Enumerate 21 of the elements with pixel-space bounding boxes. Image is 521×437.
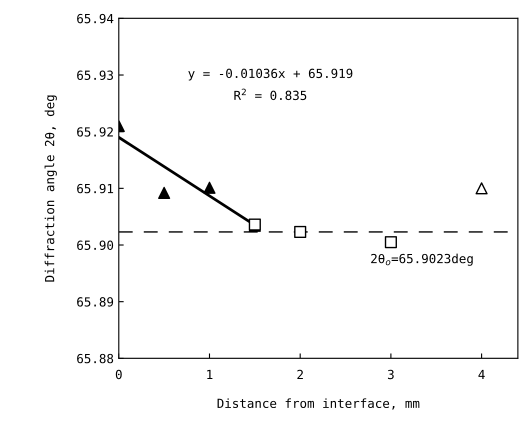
y-tick-label: 65.91 [77,184,114,194]
x-tick-label: 3 [388,370,394,380]
y-tick-label: 65.92 [77,127,113,137]
y-tick-label: 65.93 [77,70,113,80]
point [158,186,170,199]
x-axis-title: Distance from interface, mm [218,398,420,410]
x-tick-label: 2 [297,370,303,380]
x-tick-label: 0 [116,370,122,380]
y-tick-label: 65.94 [77,14,114,24]
y-tick-label: 65.90 [77,240,114,250]
point [203,182,216,194]
y-axis-title: Diffraction angle 2θ, deg [44,95,57,282]
y-tick-label: 65.88 [77,354,114,364]
annotation: R$^{2}$ = 0.835 [234,88,306,100]
x-tick-label: 4 [478,370,485,380]
y-tick-label: 65.89 [77,297,114,307]
x-tick-label: 1 [207,370,212,380]
point [294,226,306,238]
annotation: y = -0.01036x + 65.919 [188,68,352,81]
point [384,236,397,248]
annotation: 2θ$_{o}$=65.9023deg [371,254,473,266]
